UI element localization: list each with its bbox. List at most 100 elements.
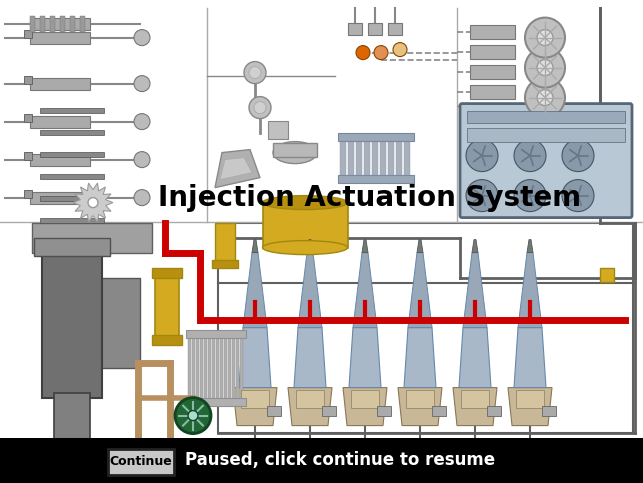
Bar [236, 333, 239, 400]
Bar [212, 333, 215, 400]
Bar [70, 15, 75, 31]
Circle shape [88, 198, 98, 208]
Polygon shape [349, 327, 381, 387]
Bar [600, 268, 614, 282]
Bar [34, 238, 110, 256]
Bar [208, 333, 211, 400]
Polygon shape [298, 253, 322, 327]
Ellipse shape [273, 142, 317, 164]
Ellipse shape [262, 196, 347, 210]
Bar [348, 138, 354, 176]
Polygon shape [233, 387, 277, 426]
Polygon shape [459, 327, 491, 387]
Polygon shape [243, 253, 267, 327]
Bar [50, 15, 55, 31]
Circle shape [466, 180, 498, 212]
Bar [186, 329, 246, 338]
Bar [268, 121, 288, 139]
Circle shape [134, 152, 150, 168]
FancyBboxPatch shape [108, 449, 174, 475]
Bar [542, 406, 556, 415]
Circle shape [514, 180, 546, 212]
Bar [380, 138, 386, 176]
Bar [388, 23, 402, 35]
Polygon shape [353, 253, 377, 327]
Polygon shape [294, 327, 326, 387]
Circle shape [134, 114, 150, 129]
Bar [368, 23, 382, 35]
Polygon shape [527, 240, 533, 253]
Bar [322, 406, 336, 415]
Circle shape [537, 29, 553, 45]
Polygon shape [453, 387, 497, 426]
Bar [155, 272, 179, 338]
Bar [100, 278, 140, 368]
Bar [348, 23, 362, 35]
Bar [200, 333, 203, 400]
Bar [152, 335, 182, 344]
Bar [338, 133, 414, 141]
Polygon shape [417, 240, 423, 253]
Bar [80, 15, 85, 31]
Circle shape [562, 180, 594, 212]
Bar [273, 142, 317, 156]
Bar [204, 333, 207, 400]
Polygon shape [307, 240, 313, 253]
Circle shape [244, 62, 266, 84]
Circle shape [466, 140, 498, 171]
Polygon shape [508, 387, 552, 426]
Circle shape [254, 101, 266, 114]
Bar [372, 138, 378, 176]
Polygon shape [398, 387, 442, 426]
Polygon shape [343, 387, 387, 426]
Circle shape [134, 190, 150, 206]
Bar [467, 111, 625, 123]
Bar [40, 173, 104, 179]
Polygon shape [472, 240, 478, 253]
Bar [406, 390, 434, 408]
Circle shape [249, 67, 261, 79]
Bar [404, 138, 410, 176]
Bar [224, 333, 227, 400]
Text: Paused, click continue to resume: Paused, click continue to resume [185, 451, 495, 469]
Bar [192, 333, 195, 400]
Bar [241, 390, 269, 408]
Bar [32, 223, 152, 253]
Circle shape [134, 29, 150, 45]
Bar [267, 406, 281, 415]
Polygon shape [362, 240, 368, 253]
Circle shape [356, 45, 370, 59]
Polygon shape [463, 253, 487, 327]
Bar [470, 25, 515, 39]
Circle shape [393, 43, 407, 57]
Bar [30, 15, 35, 31]
Bar [461, 390, 489, 408]
Polygon shape [514, 327, 546, 387]
Bar [30, 17, 90, 29]
Bar [356, 138, 362, 176]
Bar [40, 129, 104, 135]
Bar [152, 268, 182, 278]
Polygon shape [73, 183, 113, 222]
Bar [40, 108, 104, 113]
Bar [487, 406, 501, 415]
Bar [220, 333, 223, 400]
Bar [218, 223, 633, 433]
Bar [30, 192, 90, 204]
Polygon shape [404, 327, 436, 387]
Ellipse shape [262, 241, 347, 255]
Bar [40, 15, 45, 31]
Text: Injection Actuation System: Injection Actuation System [158, 184, 581, 212]
Text: Continue: Continue [109, 455, 172, 469]
Bar [24, 190, 32, 198]
Circle shape [537, 59, 553, 76]
Bar [40, 152, 104, 156]
Circle shape [175, 398, 211, 434]
Bar [24, 29, 32, 38]
Bar [212, 259, 238, 268]
Bar [30, 31, 90, 43]
Polygon shape [215, 150, 260, 187]
Bar [396, 138, 402, 176]
Bar [186, 398, 246, 406]
Bar [432, 406, 446, 415]
